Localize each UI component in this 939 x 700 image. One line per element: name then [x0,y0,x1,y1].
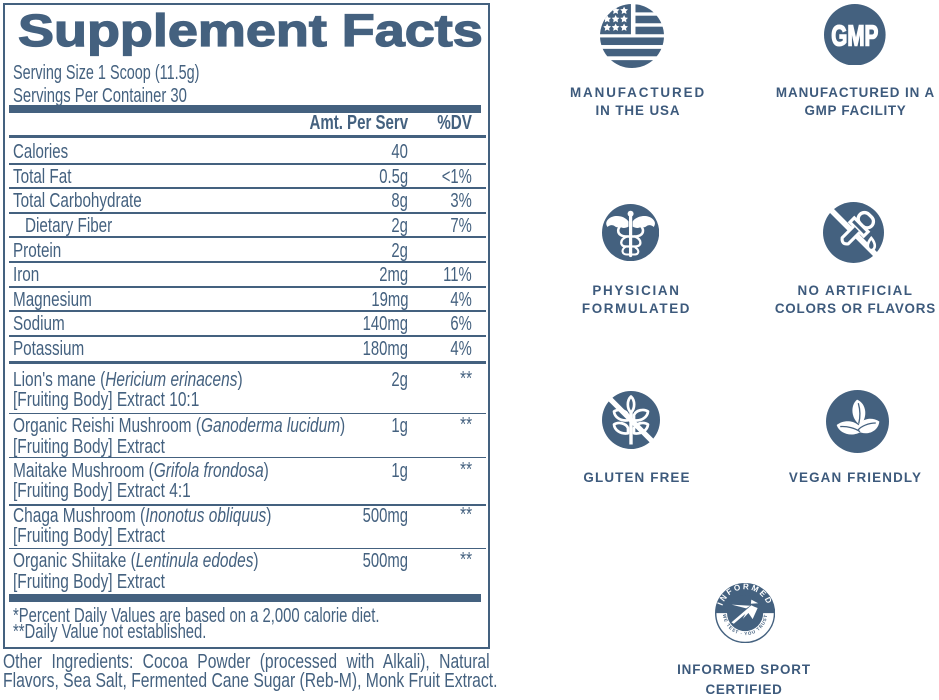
svg-text:GMP: GMP [831,20,878,52]
